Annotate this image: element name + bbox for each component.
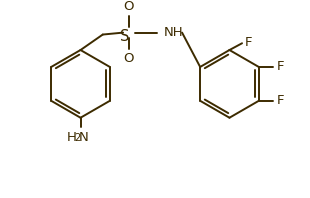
Text: O: O — [124, 52, 134, 65]
Text: F: F — [245, 36, 252, 49]
Text: H: H — [67, 130, 77, 144]
Text: S: S — [120, 29, 130, 44]
Text: 2: 2 — [74, 133, 80, 143]
Text: F: F — [277, 60, 285, 73]
Text: O: O — [124, 0, 134, 13]
Text: NH: NH — [164, 26, 183, 39]
Text: N: N — [79, 130, 88, 144]
Text: F: F — [277, 94, 285, 107]
